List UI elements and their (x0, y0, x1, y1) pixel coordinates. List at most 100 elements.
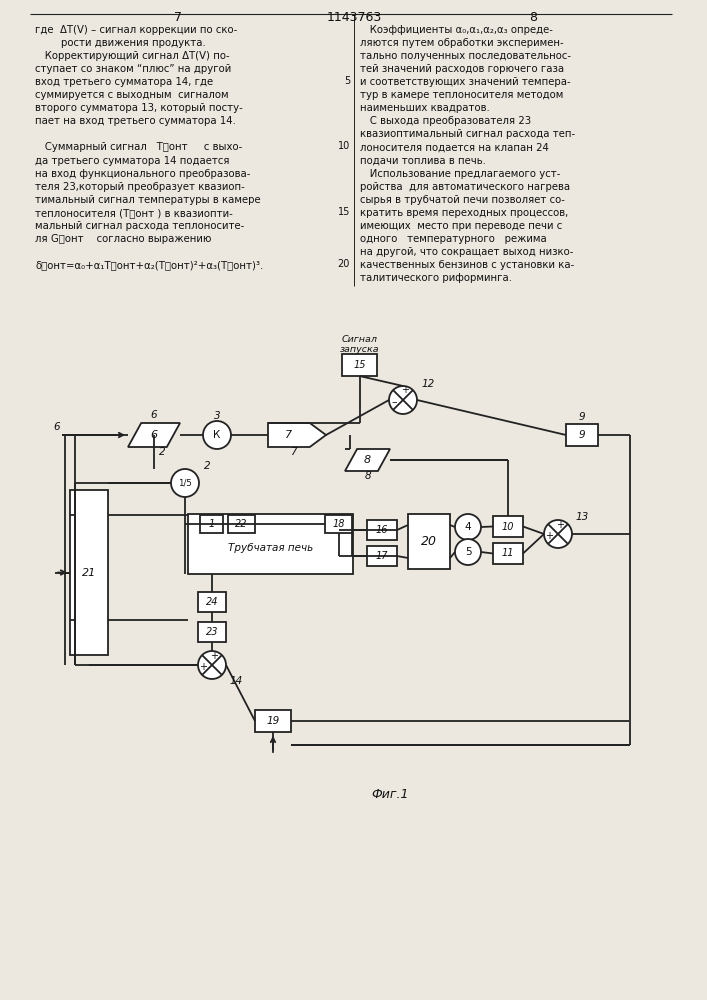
Text: 12: 12 (421, 379, 434, 389)
Text: талитического риформинга.: талитического риформинга. (360, 273, 512, 283)
Text: 9: 9 (579, 430, 585, 440)
Text: 11: 11 (502, 548, 514, 558)
Text: 7: 7 (290, 447, 296, 457)
Text: Трубчатая печь: Трубчатая печь (228, 543, 313, 553)
Text: рости движения продукта.: рости движения продукта. (35, 38, 206, 48)
Text: К: К (214, 430, 221, 440)
Text: Суммарный сигнал   Tᵯонт     с выхо-: Суммарный сигнал Tᵯонт с выхо- (35, 142, 243, 152)
Text: 13: 13 (576, 512, 589, 522)
FancyBboxPatch shape (188, 514, 353, 574)
FancyBboxPatch shape (408, 514, 450, 569)
Text: 19: 19 (267, 716, 280, 726)
Text: лоносителя подается на клапан 24: лоносителя подается на клапан 24 (360, 142, 549, 152)
Text: 2: 2 (204, 461, 211, 471)
Text: 8: 8 (364, 471, 370, 481)
FancyBboxPatch shape (198, 592, 226, 612)
Text: одного   температурного   режима: одного температурного режима (360, 234, 547, 244)
Text: 7: 7 (286, 430, 293, 440)
Text: 20: 20 (338, 259, 350, 269)
Text: на вход функционального преобразова-: на вход функционального преобразова- (35, 169, 250, 179)
Text: δᵯонт=α₀+α₁Tᵯонт+α₂(Tᵯонт)²+α₃(Tᵯонт)³.: δᵯонт=α₀+α₁Tᵯонт+α₂(Tᵯонт)²+α₃(Tᵯонт)³. (35, 260, 263, 270)
FancyBboxPatch shape (70, 490, 108, 655)
Text: наименьших квадратов.: наименьших квадратов. (360, 103, 490, 113)
Circle shape (198, 651, 226, 679)
Polygon shape (128, 423, 180, 447)
Text: 21: 21 (82, 568, 96, 578)
Text: второго сумматора 13, который посту-: второго сумматора 13, который посту- (35, 103, 243, 113)
Text: качественных бензинов с установки ка-: качественных бензинов с установки ка- (360, 260, 574, 270)
Text: квазиоптимальный сигнал расхода теп-: квазиоптимальный сигнал расхода теп- (360, 129, 575, 139)
Text: суммируется с выходным  сигналом: суммируется с выходным сигналом (35, 90, 228, 100)
Text: тур в камере теплоносителя методом: тур в камере теплоносителя методом (360, 90, 563, 100)
Text: 5: 5 (344, 76, 350, 86)
Circle shape (203, 421, 231, 449)
Text: и соответствующих значений темпера-: и соответствующих значений темпера- (360, 77, 571, 87)
Text: 7: 7 (174, 11, 182, 24)
Text: 10: 10 (338, 141, 350, 151)
Text: 1/5: 1/5 (178, 479, 192, 488)
Text: мальный сигнал расхода теплоносите-: мальный сигнал расхода теплоносите- (35, 221, 244, 231)
Text: +: + (556, 520, 564, 530)
Text: +: + (401, 385, 409, 395)
Text: 8: 8 (529, 11, 537, 24)
Text: 5: 5 (464, 547, 472, 557)
Text: кратить время переходных процессов,: кратить время переходных процессов, (360, 208, 568, 218)
Text: пает на вход третьего сумматора 14.: пает на вход третьего сумматора 14. (35, 116, 236, 126)
FancyBboxPatch shape (493, 543, 523, 564)
Circle shape (544, 520, 572, 548)
Text: 1: 1 (209, 519, 215, 529)
Text: 24: 24 (206, 597, 218, 607)
Text: тей значений расходов горючего газа: тей значений расходов горючего газа (360, 64, 564, 74)
FancyBboxPatch shape (200, 515, 223, 533)
Text: Коэффициенты α₀,α₁,α₂,α₃ опреде-: Коэффициенты α₀,α₁,α₂,α₃ опреде- (360, 25, 553, 35)
Text: 3: 3 (214, 411, 221, 421)
Text: на другой, что сокращает выход низко-: на другой, что сокращает выход низко- (360, 247, 573, 257)
Text: 10: 10 (502, 522, 514, 532)
Circle shape (455, 514, 481, 540)
Text: 1143763: 1143763 (327, 11, 382, 24)
FancyBboxPatch shape (255, 710, 291, 732)
Text: теля 23,который преобразует квазиоп-: теля 23,который преобразует квазиоп- (35, 182, 245, 192)
Text: ступает со знаком “плюс” на другой: ступает со знаком “плюс” на другой (35, 64, 231, 74)
Polygon shape (345, 449, 390, 471)
Text: 4: 4 (464, 522, 472, 532)
Text: +: + (210, 651, 218, 661)
Text: 2: 2 (158, 447, 165, 457)
Text: где  ΔT(V) – сигнал коррекции по ско-: где ΔT(V) – сигнал коррекции по ско- (35, 25, 238, 35)
Text: 8: 8 (364, 455, 371, 465)
Text: тимальный сигнал температуры в камере: тимальный сигнал температуры в камере (35, 195, 261, 205)
Text: +: + (199, 662, 207, 672)
FancyBboxPatch shape (367, 520, 397, 540)
Text: Использование предлагаемого уст-: Использование предлагаемого уст- (360, 169, 561, 179)
Circle shape (389, 386, 417, 414)
FancyBboxPatch shape (342, 354, 377, 376)
Text: вход третьего сумматора 14, где: вход третьего сумматора 14, где (35, 77, 213, 87)
Text: подачи топлива в печь.: подачи топлива в печь. (360, 155, 486, 165)
Text: сырья в трубчатой печи позволяет со-: сырья в трубчатой печи позволяет со- (360, 195, 565, 205)
Text: Корректирующий сигнал ΔT(V) по-: Корректирующий сигнал ΔT(V) по- (35, 51, 230, 61)
FancyBboxPatch shape (493, 516, 523, 537)
Text: 9: 9 (579, 412, 585, 422)
Text: –: – (391, 397, 397, 407)
Polygon shape (268, 423, 326, 447)
Text: 17: 17 (375, 551, 388, 561)
Text: да третьего сумматора 14 подается: да третьего сумматора 14 подается (35, 155, 230, 165)
Text: ля Gᵯонт    согласно выражению: ля Gᵯонт согласно выражению (35, 234, 211, 244)
Text: 18: 18 (332, 519, 345, 529)
FancyBboxPatch shape (566, 424, 598, 446)
Text: ляются путем обработки эксперимен-: ляются путем обработки эксперимен- (360, 38, 563, 48)
Text: 6: 6 (151, 430, 158, 440)
FancyBboxPatch shape (228, 515, 255, 533)
Text: запуска: запуска (339, 346, 380, 355)
Text: 15: 15 (354, 360, 366, 370)
Circle shape (455, 539, 481, 565)
Text: имеющих  место при переводе печи с: имеющих место при переводе печи с (360, 221, 562, 231)
Text: 6: 6 (151, 410, 158, 420)
Text: Сигнал: Сигнал (341, 336, 378, 344)
Text: ройства  для автоматического нагрева: ройства для автоматического нагрева (360, 182, 570, 192)
Circle shape (171, 469, 199, 497)
Text: 23: 23 (206, 627, 218, 637)
Text: теплоносителя (Tᵯонт ) в квазиопти-: теплоносителя (Tᵯонт ) в квазиопти- (35, 208, 233, 218)
FancyBboxPatch shape (367, 546, 397, 566)
Text: 14: 14 (230, 676, 243, 686)
